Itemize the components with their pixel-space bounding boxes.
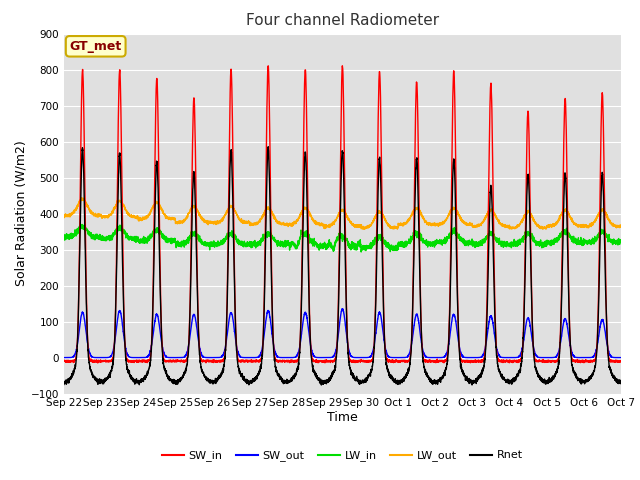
SW_out	[160, 350, 168, 356]
LW_out	[60, 213, 68, 219]
LW_out	[161, 211, 168, 217]
SW_out	[339, 306, 346, 312]
SW_in	[161, 357, 168, 363]
LW_out	[436, 222, 444, 228]
LW_in	[616, 238, 624, 244]
Rnet	[616, 381, 624, 386]
SW_in	[468, 359, 476, 364]
SW_in	[322, 358, 330, 364]
LW_in	[468, 239, 476, 245]
LW_out	[360, 227, 368, 232]
LW_out	[322, 224, 330, 229]
Line: SW_out: SW_out	[64, 309, 621, 358]
LW_out	[616, 224, 624, 229]
SW_out	[617, 355, 625, 360]
LW_in	[499, 241, 507, 247]
Legend: SW_in, SW_out, LW_in, LW_out, Rnet: SW_in, SW_out, LW_in, LW_out, Rnet	[157, 446, 527, 466]
SW_in	[339, 63, 346, 69]
LW_out	[468, 221, 476, 227]
SW_out	[467, 355, 475, 360]
SW_out	[60, 355, 68, 360]
Y-axis label: Solar Radiation (W/m2): Solar Radiation (W/m2)	[15, 141, 28, 287]
Rnet	[468, 379, 476, 385]
Line: SW_in: SW_in	[64, 66, 621, 363]
Rnet	[436, 379, 444, 385]
SW_in	[617, 359, 625, 364]
LW_in	[60, 232, 68, 238]
Title: Four channel Radiometer: Four channel Radiometer	[246, 13, 439, 28]
Line: Rnet: Rnet	[64, 147, 621, 385]
Rnet	[60, 382, 68, 387]
SW_out	[436, 355, 444, 360]
LW_in	[322, 241, 330, 247]
Line: LW_out: LW_out	[64, 198, 621, 229]
LW_out	[499, 223, 507, 228]
Rnet	[617, 380, 625, 385]
LW_in	[436, 240, 444, 245]
LW_out	[617, 222, 625, 228]
Rnet	[264, 144, 272, 150]
SW_out	[322, 355, 330, 360]
Rnet	[160, 364, 168, 370]
SW_in	[436, 358, 444, 364]
LW_in	[79, 222, 86, 228]
Line: LW_in: LW_in	[64, 225, 621, 252]
SW_in	[94, 360, 102, 366]
SW_out	[499, 355, 507, 360]
LW_in	[357, 249, 365, 255]
Text: GT_met: GT_met	[70, 40, 122, 53]
SW_in	[60, 358, 68, 364]
SW_in	[499, 360, 507, 365]
SW_in	[616, 358, 624, 363]
LW_in	[617, 238, 625, 244]
X-axis label: Time: Time	[327, 411, 358, 424]
LW_in	[161, 235, 168, 240]
SW_out	[616, 355, 624, 360]
Rnet	[499, 376, 507, 382]
Rnet	[322, 380, 330, 386]
LW_out	[77, 195, 85, 201]
Rnet	[317, 382, 325, 388]
